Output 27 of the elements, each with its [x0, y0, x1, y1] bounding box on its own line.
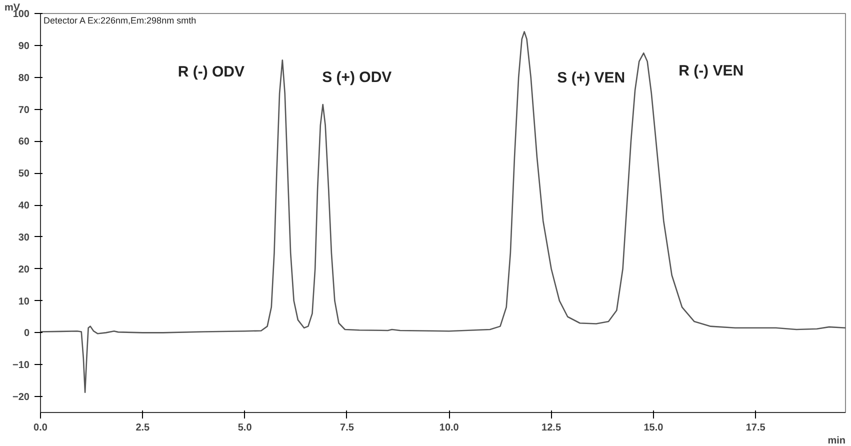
annotation: Detector A Ex:226nm,Em:298nm smth — [44, 16, 196, 26]
y-tick-label: −10 — [12, 360, 30, 372]
y-tick-label: 30 — [18, 232, 30, 244]
y-tick-label: 0 — [24, 328, 30, 340]
y-tick-label: 50 — [18, 168, 30, 180]
x-tick-label: 10.0 — [439, 422, 460, 434]
y-tick-label: 80 — [18, 72, 30, 84]
y-tick-label: 40 — [18, 200, 30, 212]
y-tick-label: 70 — [18, 104, 30, 116]
y-tick-label: 20 — [18, 264, 30, 276]
y-tick-label: −20 — [12, 392, 30, 404]
x-tick-label: 2.5 — [136, 422, 150, 434]
annotation: S (+) VEN — [557, 70, 626, 87]
x-tick-label: 12.5 — [542, 422, 562, 434]
x-tick-label: 17.5 — [746, 422, 766, 434]
y-tick-label: 10 — [18, 296, 30, 308]
x-tick-label: 7.5 — [340, 422, 354, 434]
annotation: R (-) ODV — [178, 64, 245, 81]
x-axis-title: min — [828, 436, 846, 446]
line-series — [40, 31, 846, 394]
annotation: R (-) VEN — [678, 62, 744, 80]
x-tick-label: 0.0 — [34, 422, 48, 434]
y-tick-label: 60 — [18, 136, 30, 148]
annotation: S (+) ODV — [322, 68, 392, 86]
x-tick-label: 15.0 — [644, 422, 664, 434]
y-tick-label: 90 — [18, 40, 30, 52]
x-tick-label: 5.0 — [238, 422, 252, 434]
